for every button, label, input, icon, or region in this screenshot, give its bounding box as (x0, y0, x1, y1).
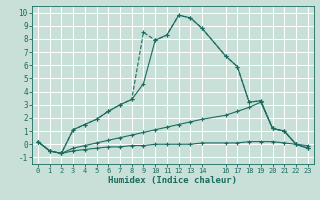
X-axis label: Humidex (Indice chaleur): Humidex (Indice chaleur) (108, 176, 237, 185)
